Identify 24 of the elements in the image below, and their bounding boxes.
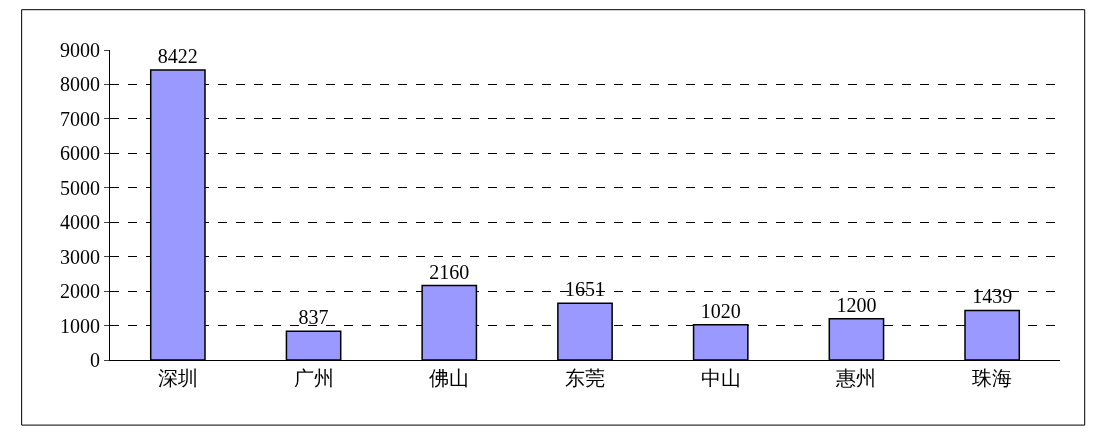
x-tick-label: 东莞 bbox=[565, 367, 605, 389]
x-tick-label: 广州 bbox=[293, 367, 334, 389]
y-tick-label: 2000 bbox=[60, 280, 100, 303]
x-tick-label: 惠州 bbox=[835, 367, 877, 389]
y-tick-label: 1000 bbox=[60, 314, 100, 337]
data-label: 1200 bbox=[836, 293, 877, 316]
data-label: 1439 bbox=[972, 285, 1013, 308]
x-tick-label: 深圳 bbox=[157, 367, 198, 389]
y-tick-label: 0 bbox=[90, 349, 100, 371]
y-tick-label: 5000 bbox=[60, 176, 100, 199]
x-tick-label: 中山 bbox=[700, 367, 741, 389]
y-tick-label: 6000 bbox=[60, 142, 100, 165]
y-tick-label: 3000 bbox=[60, 245, 100, 268]
y-tick-label: 9000 bbox=[60, 39, 100, 61]
x-tick-label: 珠海 bbox=[972, 367, 1013, 389]
data-label: 2160 bbox=[429, 260, 470, 283]
data-label: 8422 bbox=[157, 44, 198, 67]
data-label: 1651 bbox=[565, 278, 605, 301]
y-tick-label: 8000 bbox=[60, 73, 100, 96]
data-label: 837 bbox=[298, 306, 329, 329]
data-label: 1020 bbox=[700, 299, 741, 322]
y-tick-label: 7000 bbox=[60, 107, 100, 130]
y-tick-label: 4000 bbox=[60, 211, 100, 234]
x-tick-label: 佛山 bbox=[429, 367, 470, 389]
